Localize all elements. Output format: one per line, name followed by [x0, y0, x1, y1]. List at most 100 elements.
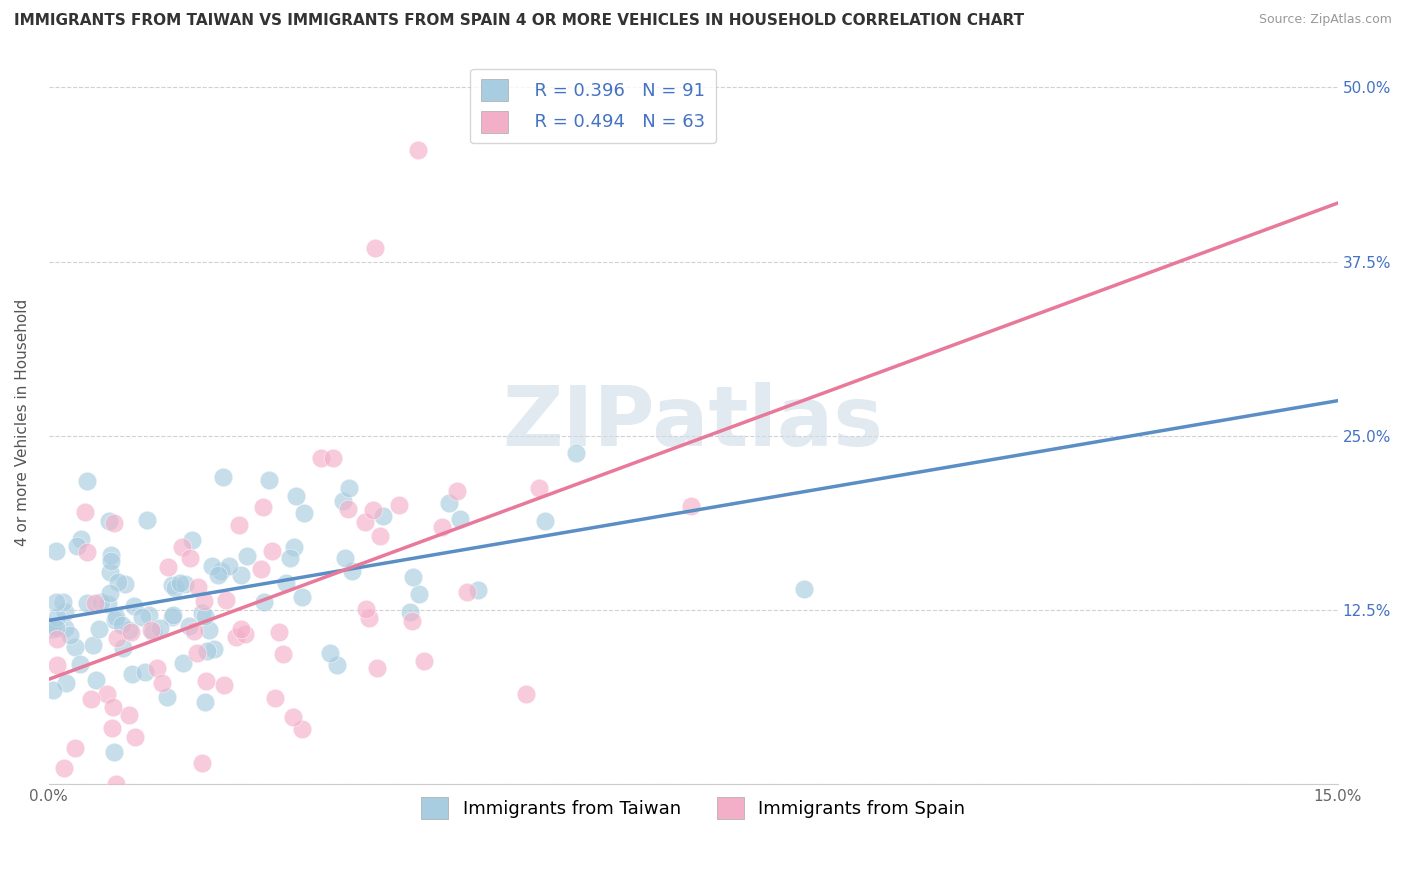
Point — [63, 640, 86, 654]
Point — [249, 562, 271, 576]
Point — [148, 621, 170, 635]
Point — [101, 721, 124, 735]
Point — [124, 599, 146, 613]
Point — [225, 630, 247, 644]
Point — [42, 683, 65, 698]
Point — [96, 687, 118, 701]
Point — [353, 516, 375, 530]
Point — [325, 658, 347, 673]
Point — [162, 578, 184, 592]
Point — [515, 687, 537, 701]
Point — [211, 469, 233, 483]
Point — [80, 691, 103, 706]
Point — [150, 676, 173, 690]
Point — [101, 699, 124, 714]
Point — [332, 494, 354, 508]
Point — [104, 613, 127, 627]
Point — [58, 627, 80, 641]
Point — [169, 575, 191, 590]
Point — [135, 512, 157, 526]
Point — [131, 609, 153, 624]
Point — [413, 654, 436, 668]
Point — [233, 627, 256, 641]
Point — [354, 601, 377, 615]
Point — [292, 506, 315, 520]
Text: IMMIGRANTS FROM TAIWAN VS IMMIGRANTS FROM SPAIN 4 OR MORE VEHICLES IN HOUSEHOLD : IMMIGRANTS FROM TAIWAN VS IMMIGRANTS FRO… — [14, 13, 1024, 29]
Point — [366, 661, 388, 675]
Point — [336, 502, 359, 516]
Point — [38, 619, 60, 633]
Point — [322, 451, 344, 466]
Text: Source: ZipAtlas.com: Source: ZipAtlas.com — [1258, 13, 1392, 27]
Point — [120, 625, 142, 640]
Point — [194, 609, 217, 624]
Point — [53, 621, 76, 635]
Point — [112, 641, 135, 656]
Point — [98, 565, 121, 579]
Point — [273, 647, 295, 661]
Text: ZIPatlas: ZIPatlas — [503, 382, 884, 463]
Point — [69, 657, 91, 671]
Point — [681, 499, 703, 513]
Point — [337, 481, 360, 495]
Point — [160, 610, 183, 624]
Point — [309, 451, 332, 466]
Point — [52, 762, 75, 776]
Point — [281, 710, 304, 724]
Point — [193, 594, 215, 608]
Point — [467, 582, 489, 597]
Point — [52, 595, 75, 609]
Point — [215, 593, 238, 607]
Point — [107, 575, 129, 590]
Point — [162, 607, 184, 622]
Point — [183, 624, 205, 638]
Point — [90, 595, 112, 609]
Point — [45, 621, 67, 635]
Point — [285, 489, 308, 503]
Point — [41, 622, 63, 636]
Point — [291, 591, 314, 605]
Point — [527, 481, 550, 495]
Point — [186, 646, 208, 660]
Point — [170, 540, 193, 554]
Point — [368, 529, 391, 543]
Point — [446, 483, 468, 498]
Point — [283, 540, 305, 554]
Point — [98, 514, 121, 528]
Point — [218, 558, 240, 573]
Point — [399, 605, 422, 619]
Point — [105, 631, 128, 645]
Point — [534, 514, 557, 528]
Point — [134, 665, 156, 679]
Point — [207, 568, 229, 582]
Point — [174, 576, 197, 591]
Point — [253, 595, 276, 609]
Point — [45, 595, 67, 609]
Point — [46, 609, 69, 624]
Point — [69, 533, 91, 547]
Point — [209, 564, 232, 578]
Point — [228, 517, 250, 532]
Point — [138, 608, 160, 623]
Point — [187, 580, 209, 594]
Point — [156, 560, 179, 574]
Point — [103, 516, 125, 531]
Point — [179, 551, 201, 566]
Point — [117, 707, 139, 722]
Point — [111, 618, 134, 632]
Point — [76, 474, 98, 488]
Point — [430, 520, 453, 534]
Point — [87, 622, 110, 636]
Point — [371, 509, 394, 524]
Point — [201, 558, 224, 573]
Point — [55, 676, 77, 690]
Point — [276, 575, 298, 590]
Point — [191, 756, 214, 770]
Point — [105, 777, 128, 791]
Point — [84, 596, 107, 610]
Point — [359, 611, 381, 625]
Point — [145, 660, 167, 674]
Point — [100, 554, 122, 568]
Point — [252, 500, 274, 515]
Point — [278, 551, 301, 566]
